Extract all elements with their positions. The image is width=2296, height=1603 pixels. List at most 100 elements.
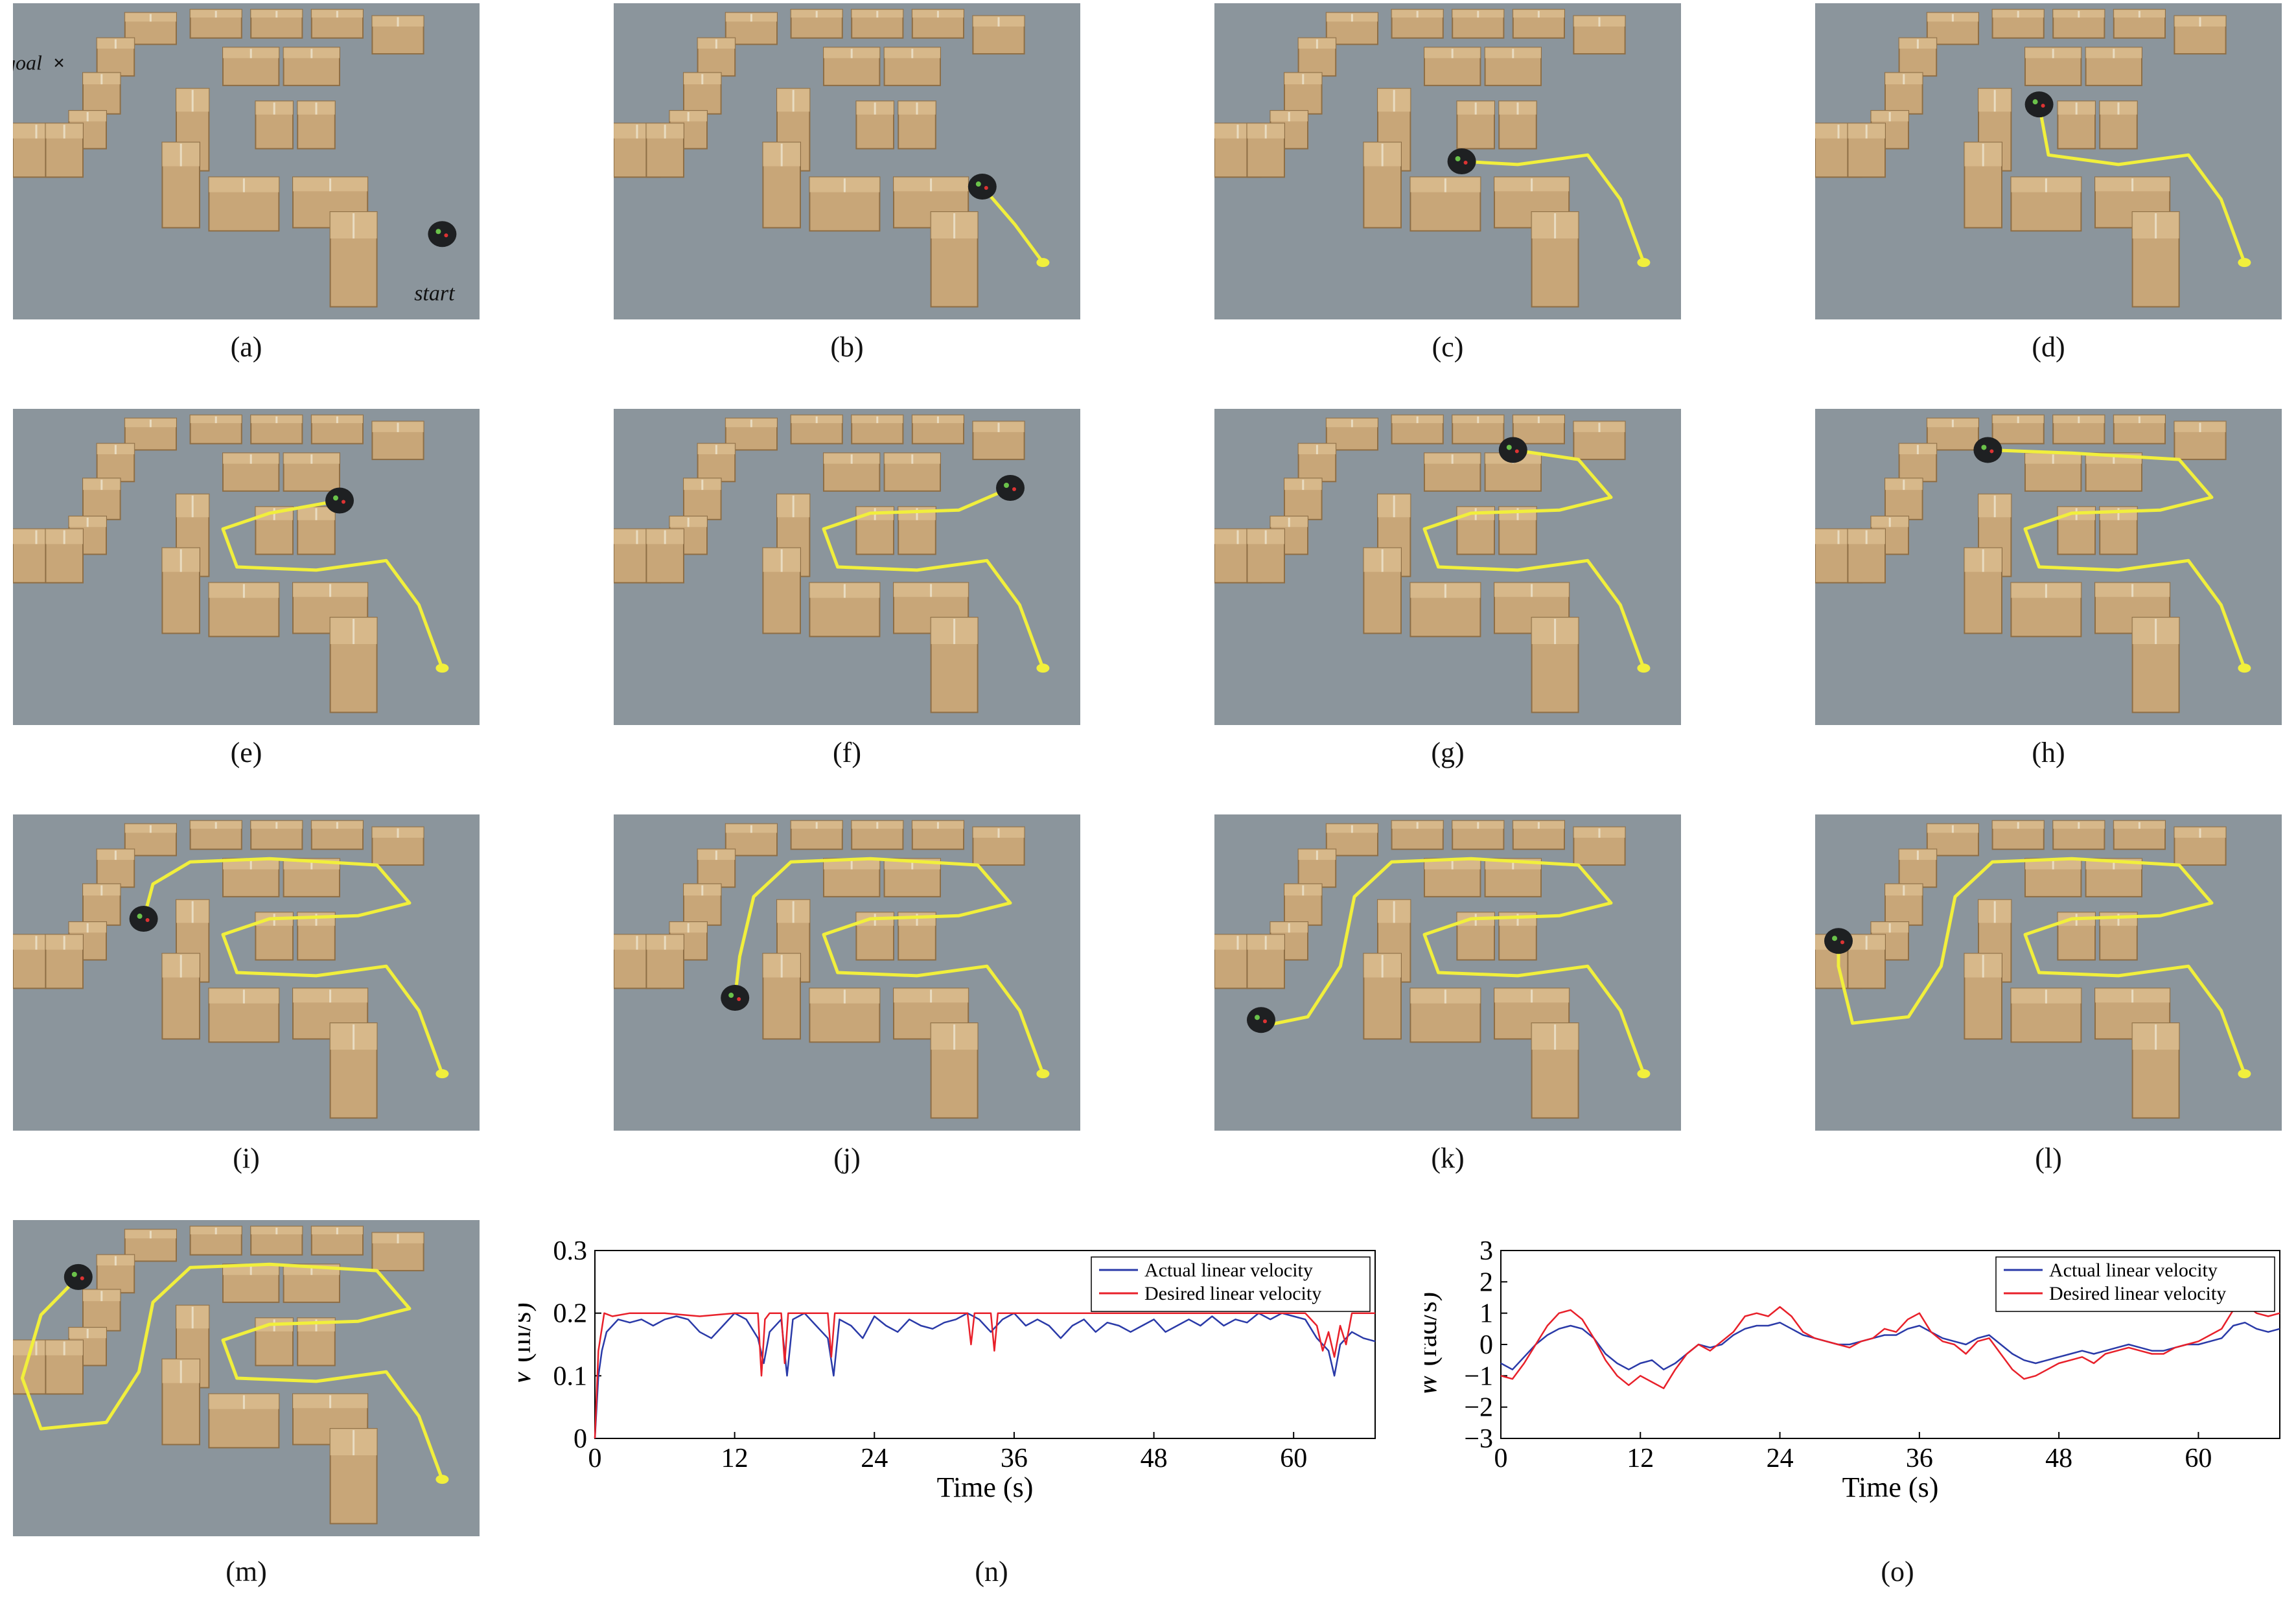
x-tick-label: 48	[1141, 1444, 1168, 1473]
legend-entry: Desired linear velocity	[1144, 1283, 1321, 1304]
photo-panel-h	[1815, 409, 2282, 725]
cardboard-box	[1991, 820, 2045, 850]
maze-photo	[1214, 409, 1681, 725]
robot-icon	[968, 174, 997, 200]
cardboard-box	[329, 617, 378, 713]
robot-icon	[64, 1263, 93, 1290]
cardboard-box	[1363, 547, 1402, 634]
cardboard-box	[930, 617, 979, 713]
caption-n: (n)	[975, 1556, 1008, 1587]
series-desired-line	[1500, 1302, 2280, 1389]
robot-icon	[1973, 437, 2002, 463]
cardboard-box	[1424, 858, 1481, 897]
cardboard-box	[851, 820, 904, 850]
cardboard-box	[297, 100, 336, 150]
cardboard-box	[851, 414, 904, 444]
y-tick-label: −3	[1464, 1424, 1493, 1454]
x-tick-label: 0	[1494, 1444, 1508, 1473]
cardboard-box	[250, 8, 303, 39]
robot-icon	[721, 985, 750, 1011]
photo-panel-m	[13, 1220, 480, 1536]
cardboard-box	[1391, 414, 1444, 444]
cardboard-box	[1573, 826, 1626, 866]
cardboard-box	[809, 987, 881, 1043]
cardboard-box	[2057, 100, 2096, 150]
cardboard-box	[2174, 421, 2227, 461]
caption-a: (a)	[230, 331, 262, 363]
cardboard-box	[823, 858, 881, 897]
cardboard-box	[1498, 100, 1537, 150]
cardboard-box	[329, 1428, 378, 1525]
cardboard-box	[2010, 582, 2082, 638]
photo-panel-b	[614, 3, 1080, 319]
cardboard-box	[1512, 414, 1565, 444]
robot-trajectory	[1986, 448, 2246, 670]
cardboard-box	[2085, 452, 2143, 492]
cardboard-box	[297, 1317, 336, 1367]
cardboard-box	[898, 100, 936, 150]
robot-icon	[428, 221, 457, 248]
cardboard-box	[222, 858, 280, 897]
cardboard-box	[96, 848, 135, 888]
cardboard-box	[762, 141, 801, 229]
cardboard-box	[1391, 820, 1444, 850]
start-marker	[435, 1475, 449, 1484]
cardboard-box	[45, 934, 84, 989]
cardboard-box	[1284, 883, 1323, 926]
cardboard-box	[1531, 211, 1579, 308]
robot-icon	[1247, 1007, 1275, 1033]
cardboard-box	[1926, 12, 1979, 45]
cardboard-box	[2024, 858, 2082, 897]
caption-j: (j)	[833, 1142, 861, 1174]
cardboard-box	[697, 443, 736, 483]
cardboard-box	[2024, 452, 2082, 492]
series-desired-line	[594, 1312, 1375, 1439]
cardboard-box	[1964, 141, 2002, 229]
photo-panel-j	[614, 814, 1080, 1131]
robot-icon	[1824, 928, 1853, 954]
robot-trajectory	[20, 1262, 444, 1481]
cardboard-box	[790, 414, 843, 444]
cardboard-box	[1424, 47, 1481, 86]
maze-photo	[614, 814, 1080, 1131]
cardboard-box	[2085, 47, 2143, 86]
cardboard-box	[883, 858, 942, 897]
cardboard-box	[255, 506, 294, 555]
cardboard-box	[1498, 506, 1537, 555]
cardboard-box	[1964, 547, 2002, 634]
cardboard-box	[310, 414, 364, 444]
cardboard-box	[1363, 952, 1402, 1040]
cardboard-box	[1531, 617, 1579, 713]
cardboard-box	[161, 1358, 200, 1446]
start-marker	[2238, 258, 2251, 268]
cardboard-box	[161, 547, 200, 634]
x-tick-label: 48	[2045, 1444, 2072, 1473]
cardboard-box	[790, 8, 843, 39]
cardboard-box	[1452, 8, 1505, 39]
cardboard-box	[1297, 848, 1337, 888]
cardboard-box	[790, 820, 843, 850]
y-tick-label: 0.1	[553, 1361, 588, 1391]
cardboard-box	[329, 211, 378, 308]
robot-icon	[2024, 91, 2054, 118]
cardboard-box	[809, 176, 881, 232]
x-axis-label: Time (s)	[937, 1471, 1034, 1503]
cardboard-box	[1409, 176, 1481, 232]
cardboard-box	[645, 122, 684, 178]
start-marker	[435, 663, 449, 673]
cardboard-box	[310, 8, 364, 39]
cardboard-box	[809, 582, 881, 638]
cardboard-box	[898, 506, 936, 555]
cardboard-box	[161, 141, 200, 229]
robot-trajectory	[221, 499, 444, 670]
caption-h: (h)	[2032, 737, 2065, 768]
maze-photo	[13, 409, 480, 725]
cardboard-box	[283, 47, 341, 86]
cardboard-box	[1297, 443, 1337, 483]
robot-trajectory	[1460, 153, 1645, 264]
cardboard-box	[1991, 414, 2045, 444]
caption-e: (e)	[230, 737, 262, 768]
cardboard-box	[2052, 820, 2105, 850]
